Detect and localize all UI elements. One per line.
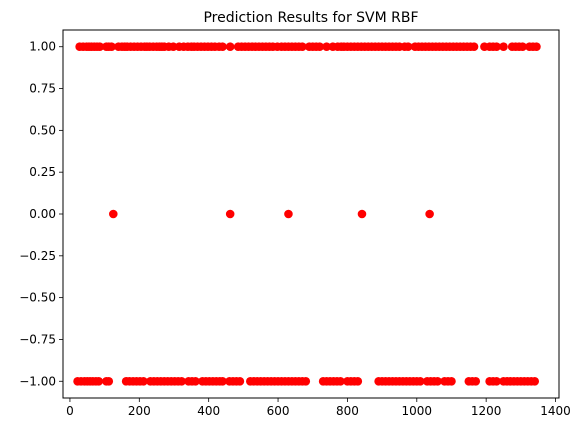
data-point (284, 210, 293, 219)
data-points (73, 42, 540, 385)
data-point (471, 377, 480, 386)
x-tick-label: 200 (128, 404, 151, 418)
x-tick-label: 1200 (471, 404, 502, 418)
x-tick-label: 800 (336, 404, 359, 418)
y-tick-label: −0.50 (19, 291, 56, 305)
y-tick-label: 0.00 (29, 207, 56, 221)
x-tick-label: 400 (197, 404, 220, 418)
x-tick-label: 600 (267, 404, 290, 418)
data-point (447, 377, 456, 386)
data-point (532, 42, 541, 51)
y-tick-label: −0.75 (19, 332, 56, 346)
data-point (530, 377, 539, 386)
x-tick-label: 0 (66, 404, 74, 418)
x-axis: 0 200 400 600 800 1000 1200 1400 (66, 398, 571, 418)
data-point (109, 210, 118, 219)
data-point (358, 210, 367, 219)
x-tick-label: 1400 (540, 404, 571, 418)
data-point (470, 42, 479, 51)
plot-frame (63, 30, 559, 398)
data-point (354, 377, 363, 386)
y-tick-label: 0.75 (29, 82, 56, 96)
y-tick-label: −1.00 (19, 374, 56, 388)
y-tick-label: 0.50 (29, 123, 56, 137)
y-tick-label: 0.25 (29, 165, 56, 179)
data-point (94, 377, 103, 386)
y-tick-label: 1.00 (29, 40, 56, 54)
x-tick-label: 1000 (402, 404, 433, 418)
data-point (226, 210, 235, 219)
data-point (236, 377, 245, 386)
y-tick-label: −0.25 (19, 249, 56, 263)
chart-title: Prediction Results for SVM RBF (203, 10, 418, 26)
y-axis: 1.00 0.75 0.50 0.25 0.00 −0.25 −0.50 −0.75 −1.00 (19, 40, 63, 389)
data-point (226, 42, 235, 51)
data-point (218, 42, 227, 51)
data-point (499, 42, 508, 51)
data-point (104, 377, 113, 386)
data-point (301, 377, 310, 386)
data-point (425, 210, 434, 219)
